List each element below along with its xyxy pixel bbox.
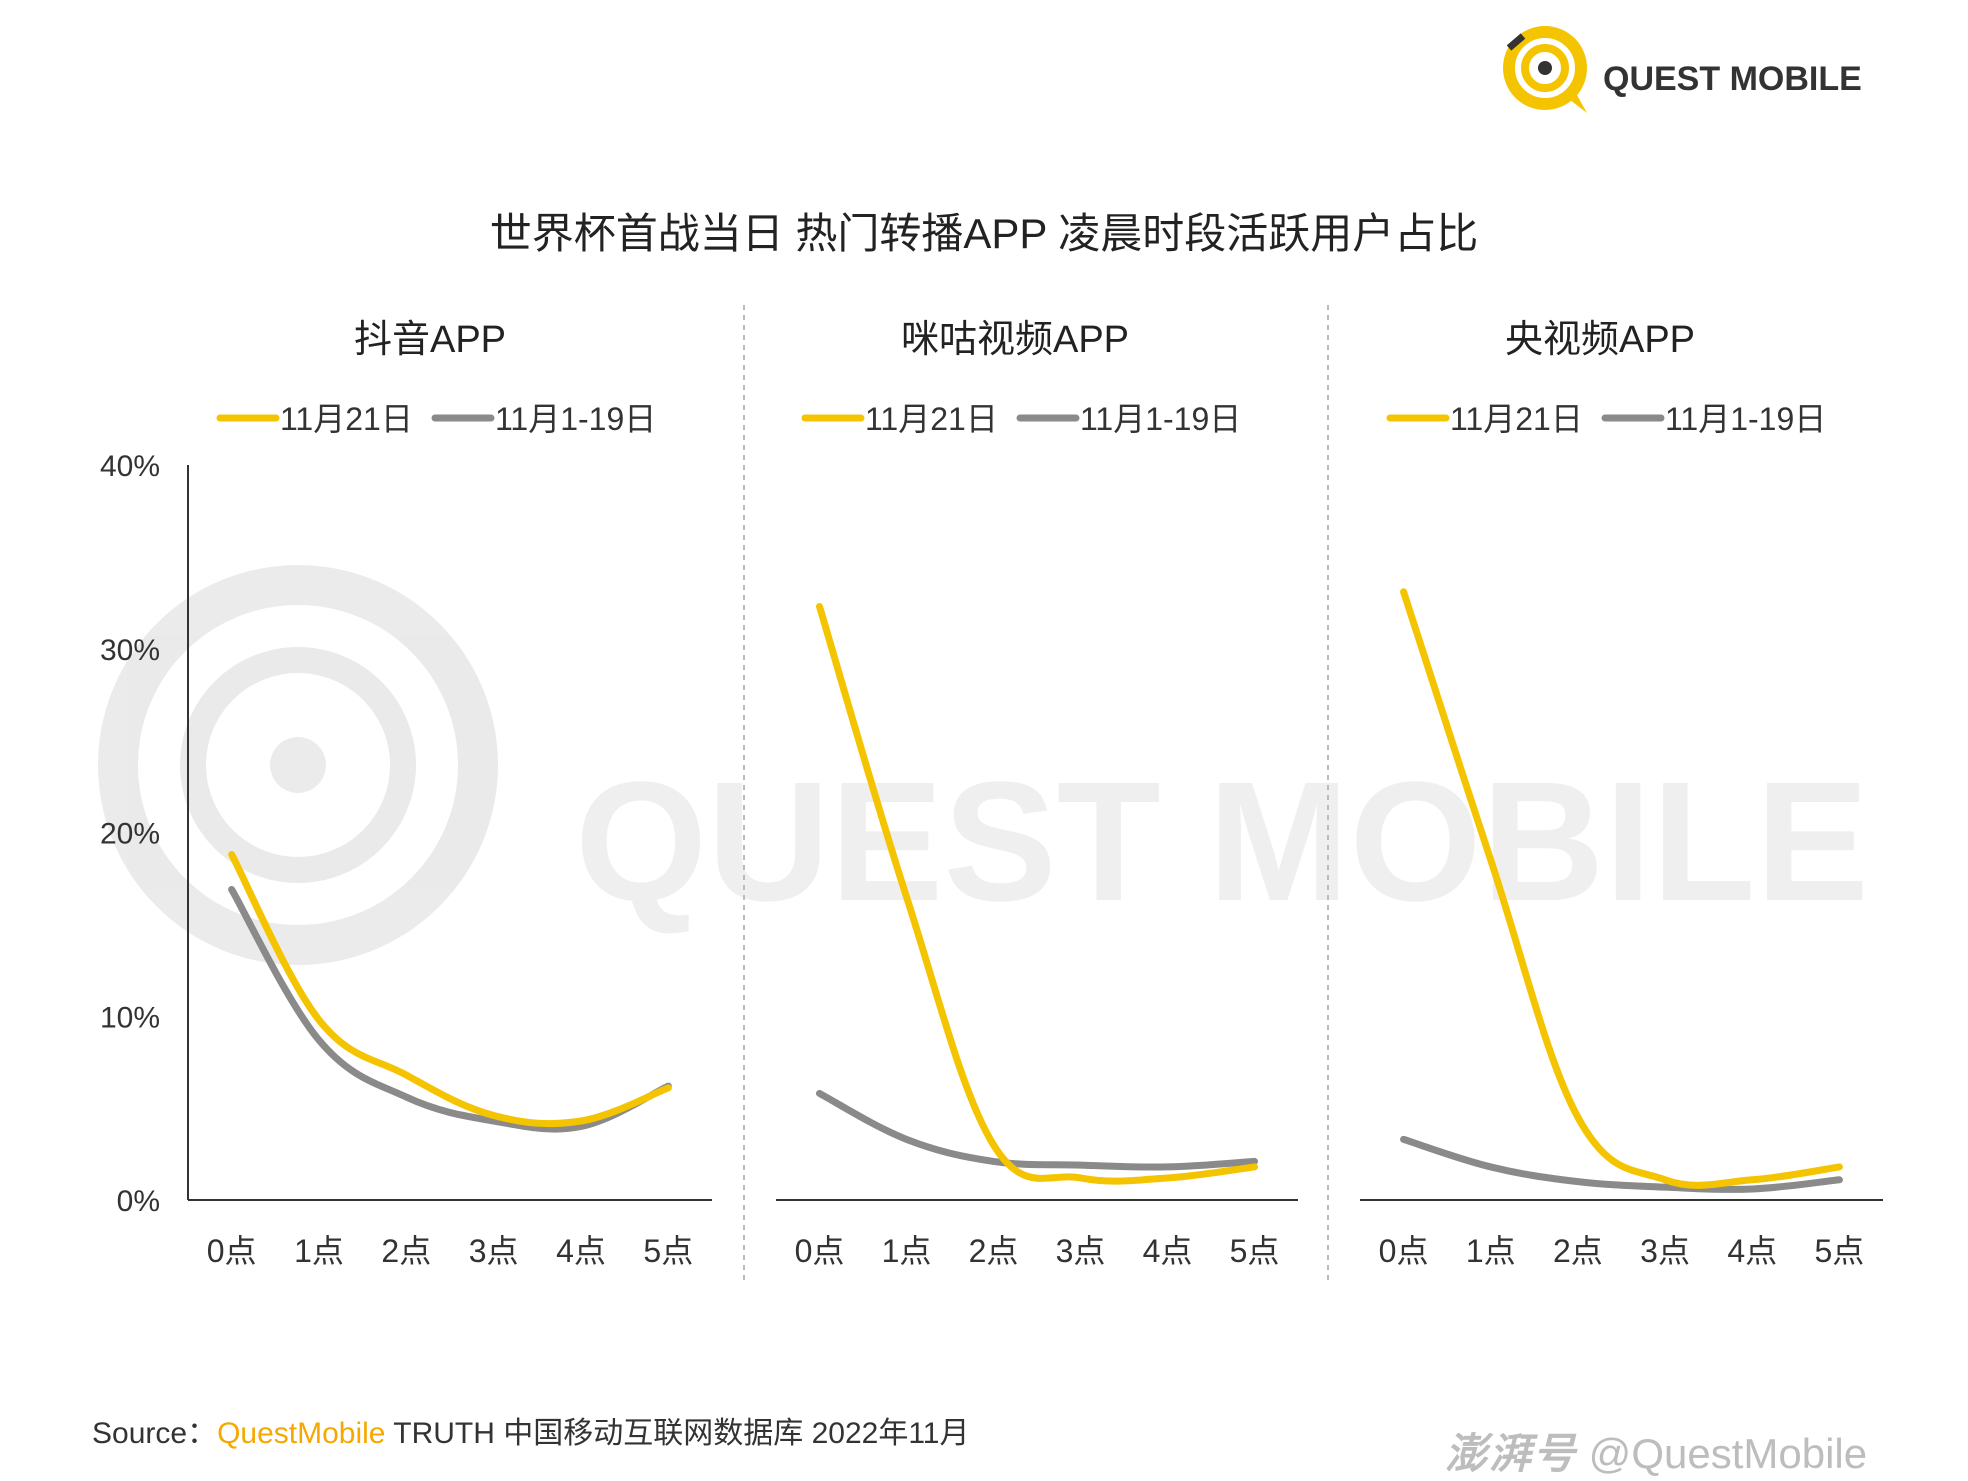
legend-label-baseline: 11月1-19日 [1080, 401, 1241, 437]
watermark-inner-ring-icon [180, 647, 416, 883]
data-point-baseline [230, 887, 234, 891]
x-tick-label: 4点 [1727, 1233, 1777, 1269]
legend: 11月21日 11月1-19日 [1386, 401, 1826, 437]
data-point-baseline [579, 1125, 583, 1128]
data-point-baseline [1750, 1187, 1754, 1191]
y-tick-label: 10% [100, 1001, 160, 1034]
legend-label-current: 11月21日 [280, 401, 413, 437]
logo-text: QUEST MOBILE [1603, 60, 1862, 98]
x-tick-label: 1点 [882, 1233, 932, 1269]
data-point-current [317, 1018, 321, 1022]
x-tick-label: 0点 [795, 1233, 845, 1269]
x-tick-label: 4点 [1143, 1233, 1193, 1269]
data-point-baseline [1576, 1180, 1580, 1184]
quest-mobile-logo: QUEST MOBILE [1495, 18, 1885, 118]
x-tick-label: 3点 [1056, 1233, 1106, 1269]
panel-title: 咪咕视频APP [901, 319, 1129, 361]
chart-panel-1: 抖音APP 11月21日 11月1-19日 0% 10% 20% 30% 40% 0点 1点 2点 3… [100, 319, 712, 1269]
data-point-baseline [1663, 1185, 1667, 1189]
chart-panel-2: 咪咕视频APP 11月21日 11月1-19日 0点 1点 2点 3点 4点 5点 [776, 319, 1298, 1269]
y-tick-label: 0% [117, 1185, 160, 1218]
legend-label-baseline: 11月1-19日 [495, 401, 656, 437]
page-title: 世界杯首战当日 热门转播APP 凌晨时段活跃用户占比 [489, 210, 1479, 257]
data-point-current [1253, 1165, 1256, 1169]
x-tick-label: 0点 [207, 1233, 257, 1269]
source-prefix: Source： [92, 1417, 218, 1450]
data-point-current [666, 1086, 670, 1090]
data-point-current [1750, 1178, 1754, 1182]
x-tick-label: 2点 [381, 1233, 431, 1269]
data-point-baseline [1079, 1163, 1082, 1167]
series-line-baseline [228, 885, 672, 1133]
data-point-baseline [1837, 1178, 1841, 1182]
source-note: Source：QuestMobile TRUTH 中国移动互联网数据库 2022… [92, 1408, 969, 1452]
y-tick-label: 20% [100, 818, 160, 851]
chart-panel-3: 央视频APP 11月21日 11月1-19日 0点 1点 2点 3点 4点 5点 [1360, 319, 1883, 1269]
watermark-ring-icon [98, 565, 498, 965]
data-point-baseline [992, 1159, 995, 1163]
panel-title: 抖音APP [354, 319, 506, 361]
panel-title: 央视频APP [1505, 319, 1695, 361]
data-point-baseline [1402, 1137, 1406, 1141]
data-point-current [579, 1119, 583, 1123]
credit-watermark: 澎湃号 @QuestMobile [1445, 1420, 1867, 1481]
x-tick-label: 0点 [1379, 1233, 1429, 1269]
legend-label-current: 11月21日 [1450, 401, 1583, 437]
data-point-baseline [317, 1038, 321, 1042]
x-tick-label: 3点 [1640, 1233, 1690, 1269]
source-rest: TRUTH 中国移动互联网数据库 2022年11月 [385, 1417, 970, 1450]
x-tick-label: 4点 [556, 1233, 606, 1269]
data-point-current [492, 1113, 496, 1117]
series-line-baseline [816, 1089, 1258, 1171]
data-point-current [1837, 1165, 1841, 1169]
legend: 11月21日 11月1-19日 [216, 401, 656, 437]
credit-left: 澎湃号 [1445, 1430, 1578, 1477]
x-tick-label: 5点 [643, 1233, 693, 1269]
series-line-current [816, 602, 1258, 1185]
series-line-current [228, 851, 672, 1128]
data-point-current [1663, 1178, 1667, 1182]
data-point-baseline [404, 1095, 408, 1099]
data-point-current [1489, 858, 1493, 862]
legend-label-current: 11月21日 [865, 401, 998, 437]
quest-mobile-logo-icon [1503, 26, 1587, 113]
data-point-baseline [492, 1119, 496, 1123]
x-tick-label: 5点 [1230, 1233, 1280, 1269]
x-tick-label: 5点 [1815, 1233, 1865, 1269]
data-point-baseline [1253, 1159, 1256, 1163]
x-tick-label: 3点 [469, 1233, 519, 1269]
watermark-dot-icon [270, 737, 326, 793]
data-point-current [818, 604, 821, 608]
x-tick-label: 1点 [294, 1233, 344, 1269]
data-point-baseline [1166, 1165, 1169, 1169]
y-tick-label: 40% [100, 450, 160, 483]
data-point-current [1576, 1115, 1580, 1119]
watermark-text: QUEST MOBILE [575, 747, 1869, 937]
data-point-baseline [818, 1091, 821, 1095]
data-point-baseline [905, 1137, 908, 1141]
data-point-current [1079, 1176, 1082, 1180]
data-point-current [992, 1143, 995, 1147]
legend-label-baseline: 11月1-19日 [1665, 401, 1826, 437]
x-tick-label: 2点 [1553, 1233, 1603, 1269]
data-point-current [1402, 590, 1406, 594]
series-line-current [1400, 588, 1843, 1189]
data-point-current [404, 1073, 408, 1077]
legend: 11月21日 11月1-19日 [801, 401, 1241, 437]
y-tick-label: 30% [100, 634, 160, 667]
credit-right: @QuestMobile [1577, 1430, 1868, 1477]
source-brand: QuestMobile [217, 1417, 386, 1450]
x-tick-label: 1点 [1466, 1233, 1516, 1269]
data-point-current [230, 853, 234, 857]
series-line-baseline [1400, 1135, 1843, 1193]
data-point-current [905, 895, 908, 899]
data-point-baseline [1489, 1165, 1493, 1169]
data-point-current [1166, 1176, 1169, 1180]
x-tick-label: 2点 [969, 1233, 1019, 1269]
